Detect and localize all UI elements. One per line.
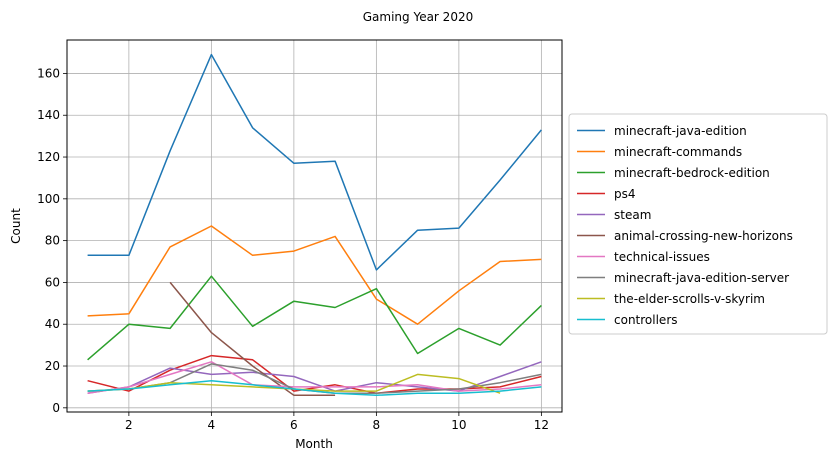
- legend: minecraft-java-edition minecraft-commands…: [568, 113, 828, 335]
- plot-frame: [66, 39, 563, 413]
- legend-label: controllers: [614, 313, 678, 327]
- legend-label: minecraft-commands: [614, 145, 742, 159]
- chart-title: Gaming Year 2020: [363, 10, 473, 24]
- series-line-minecraft-commands: [87, 225, 542, 325]
- y-tick-label: 100: [37, 192, 60, 206]
- legend-label: technical-issues: [614, 250, 710, 264]
- x-tick-label: 2: [125, 418, 133, 432]
- series-line-minecraft-bedrock-edition: [87, 275, 542, 361]
- x-tick-label: 10: [451, 418, 466, 432]
- legend-label: minecraft-java-edition-server: [614, 271, 789, 285]
- y-tick-label: 0: [52, 401, 60, 415]
- series-line-controllers: [87, 379, 542, 397]
- y-tick-label: 140: [37, 108, 60, 122]
- y-tick-label: 80: [45, 234, 60, 248]
- series-lines: [87, 53, 542, 397]
- y-tick-label: 120: [37, 150, 60, 164]
- series-line-technical-issues: [87, 361, 542, 394]
- y-tick-label: 20: [45, 359, 60, 373]
- series-line-minecraft-java-edition: [87, 53, 542, 271]
- x-tick-label: 8: [373, 418, 381, 432]
- x-tick-label: 4: [208, 418, 216, 432]
- legend-label: minecraft-bedrock-edition: [614, 166, 770, 180]
- y-tick-label: 40: [45, 317, 60, 331]
- legend-label: steam: [614, 208, 651, 222]
- y-tick-label: 60: [45, 275, 60, 289]
- legend-label: the-elder-scrolls-v-skyrim: [614, 292, 765, 306]
- legend-box: [568, 113, 828, 335]
- x-tick-label: 6: [290, 418, 298, 432]
- y-tick-label: 160: [37, 66, 60, 80]
- y-axis-ticks: 0 20 40 60 80 100 120 140 160: [37, 66, 67, 415]
- x-axis-ticks: 2 4 6 8 10 12: [125, 412, 549, 432]
- x-tick-label: 12: [534, 418, 549, 432]
- legend-label: animal-crossing-new-horizons: [614, 229, 793, 243]
- grid-lines: [67, 40, 562, 412]
- series-line-animal-crossing-new-horizons: [169, 281, 336, 397]
- x-axis-label: Month: [295, 437, 333, 451]
- legend-label: ps4: [614, 187, 636, 201]
- y-axis-label: Count: [9, 208, 23, 244]
- legend-label: minecraft-java-edition: [614, 124, 747, 138]
